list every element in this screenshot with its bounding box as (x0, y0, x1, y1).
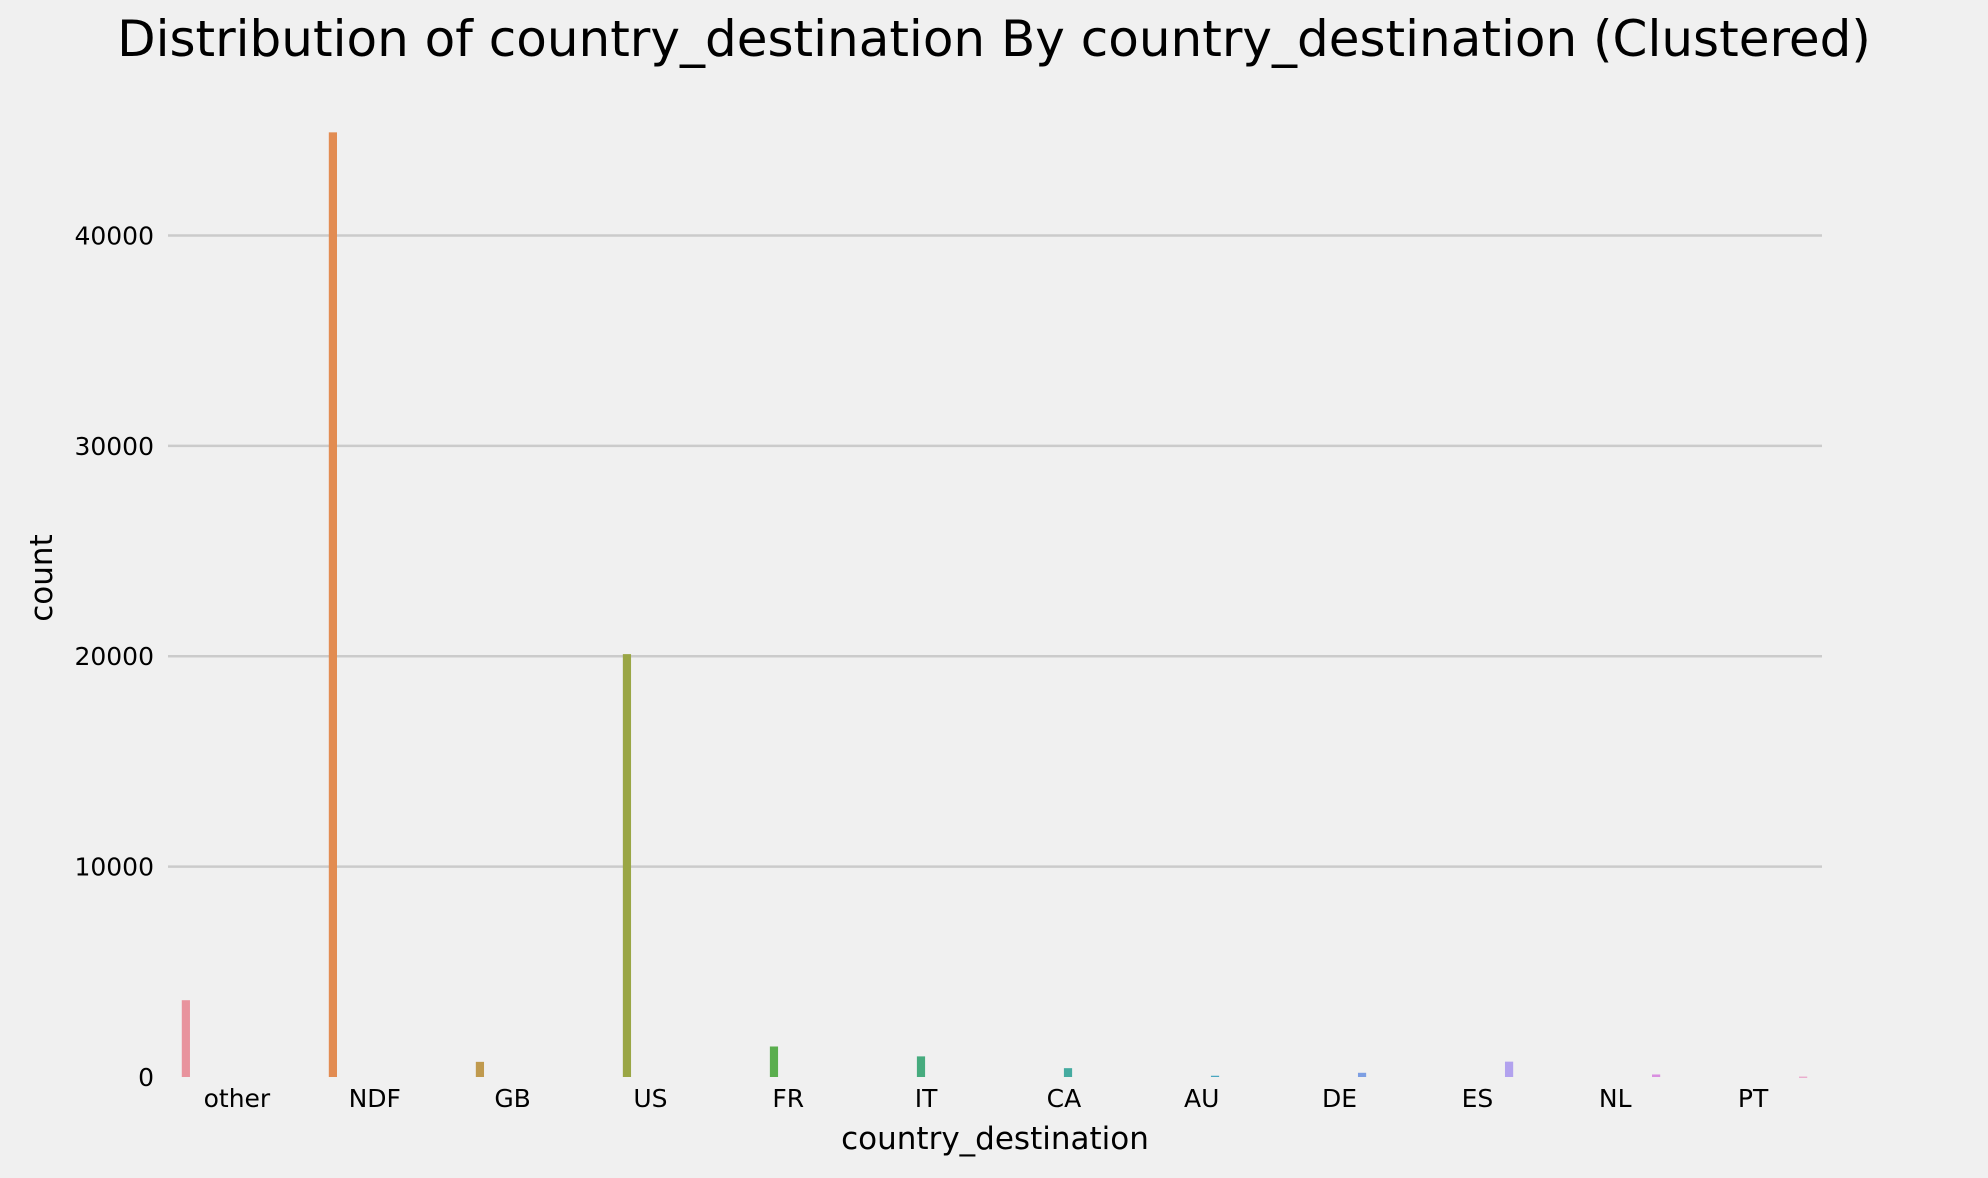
bar-pt (1799, 1076, 1808, 1078)
bar-us (622, 654, 632, 1077)
x-tick-label-nl: NL (1599, 1084, 1632, 1113)
x-tick-label-other: other (204, 1084, 271, 1113)
y-tick-label: 10000 (74, 853, 154, 882)
chart-title: Distribution of country_destination By c… (117, 10, 1871, 68)
bar-gb (475, 1061, 485, 1077)
x-tick-label-fr: FR (772, 1084, 804, 1113)
y-tick-label: 30000 (74, 432, 154, 461)
x-axis-label: country_destination (841, 1121, 1149, 1157)
x-tick-label-gb: GB (494, 1084, 531, 1113)
y-tick-label: 20000 (74, 642, 154, 671)
bar-nl (1652, 1074, 1661, 1077)
bars (181, 132, 1808, 1078)
bar-es (1504, 1061, 1514, 1077)
x-tick-label-ca: CA (1047, 1084, 1082, 1113)
x-tick-label-us: US (633, 1084, 667, 1113)
grid-lines (168, 234, 1822, 868)
x-tick-label-au: AU (1184, 1084, 1219, 1113)
bar-other (181, 1000, 190, 1077)
x-tick-label-it: IT (915, 1084, 938, 1113)
y-tick-label: 0 (138, 1063, 154, 1092)
bar-ca (1063, 1068, 1073, 1077)
bar-it (916, 1056, 926, 1077)
y-axis-label: count (24, 534, 60, 621)
y-tick-label: 40000 (74, 221, 154, 250)
bar-fr (769, 1046, 779, 1077)
x-tick-label-ndf: NDF (349, 1084, 401, 1113)
bar-de (1357, 1072, 1367, 1077)
x-tick-label-de: DE (1322, 1084, 1357, 1113)
x-tick-label-pt: PT (1738, 1084, 1769, 1113)
y-tick-labels: 0 10000 20000 30000 40000 (74, 221, 154, 1092)
x-tick-labels: other NDF GB US FR IT CA AU DE ES NL PT (204, 1084, 1769, 1113)
bar-ndf (328, 132, 337, 1077)
x-tick-label-es: ES (1462, 1084, 1494, 1113)
bar-au (1210, 1075, 1220, 1077)
